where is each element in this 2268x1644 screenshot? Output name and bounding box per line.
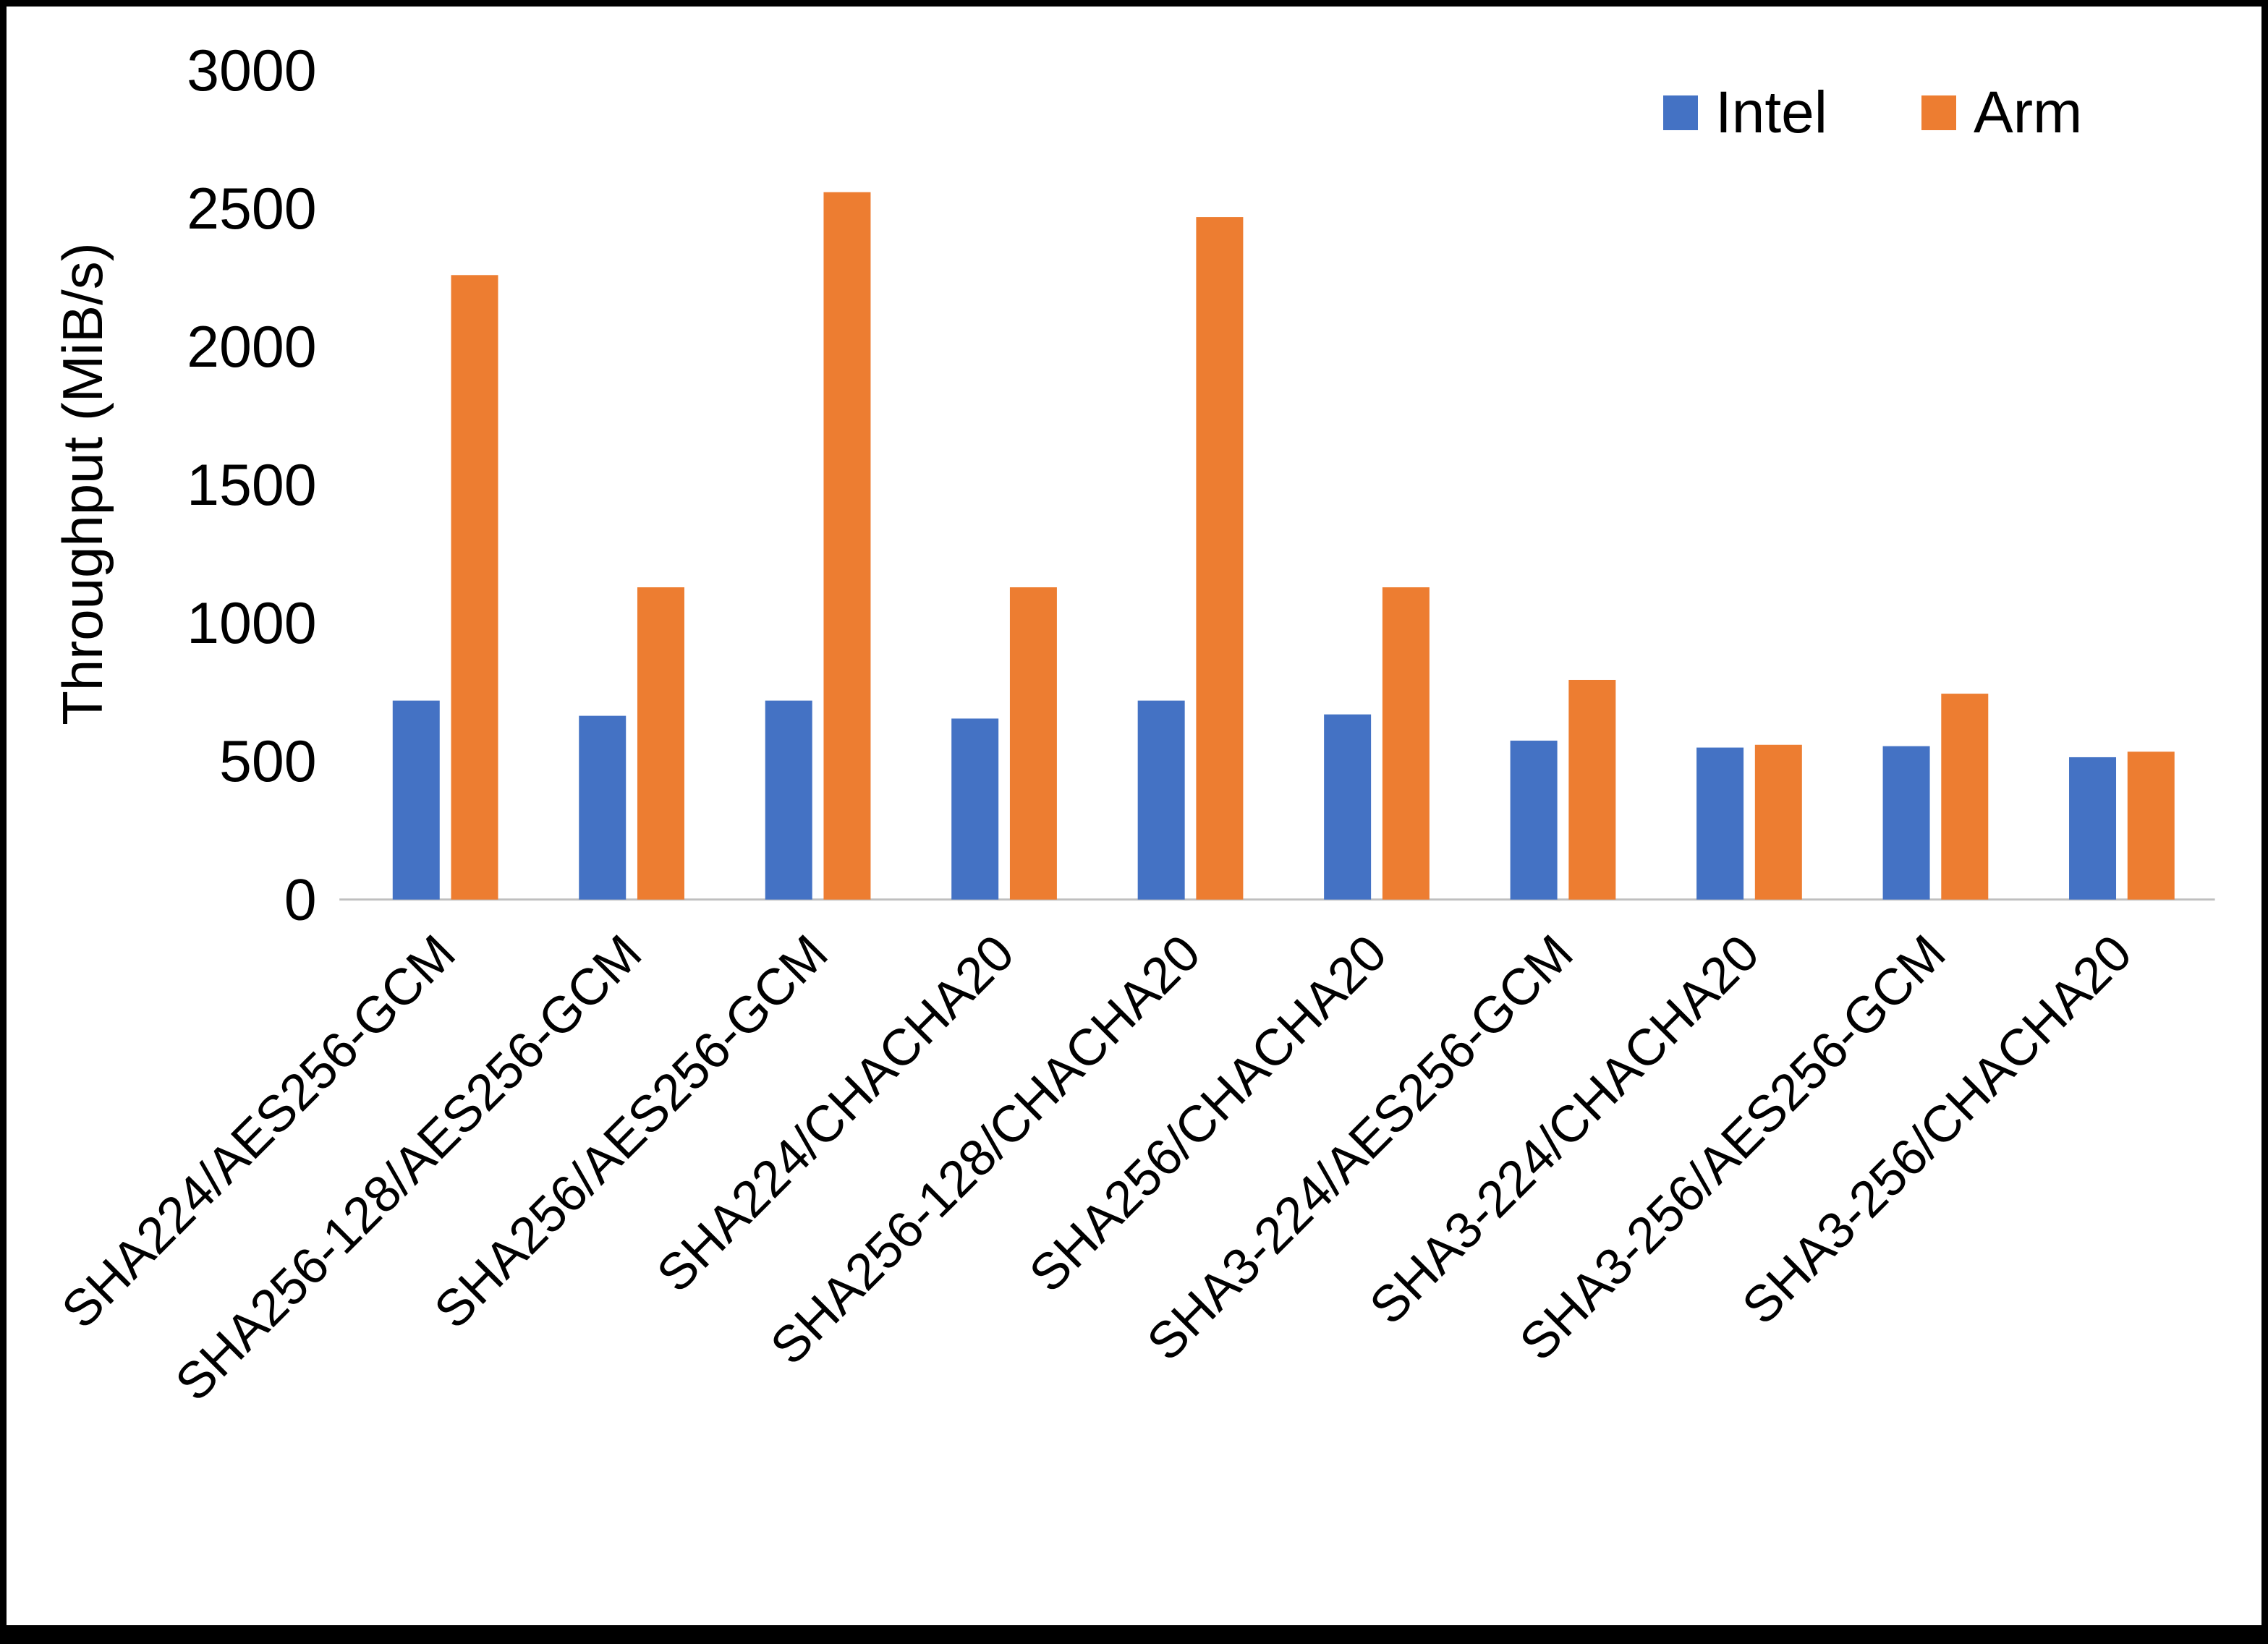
y-tick-label-2000: 2000 xyxy=(187,315,317,380)
bar-intel-1 xyxy=(579,715,627,900)
bar-arm-2 xyxy=(823,192,871,900)
bar-arm-3 xyxy=(1009,587,1057,900)
category-label-3: SHA224/CHACHA20 xyxy=(646,924,1025,1303)
bar-intel-0 xyxy=(392,700,440,900)
bar-arm-8 xyxy=(1941,694,1989,900)
chart-legend: Intel Arm xyxy=(1663,79,2082,147)
legend-swatch-intel xyxy=(1663,95,1698,130)
category-label-5: SHA256/CHACHA20 xyxy=(1019,924,1398,1303)
legend-swatch-arm xyxy=(1921,95,1956,130)
bar-arm-0 xyxy=(451,275,498,900)
y-tick-label-1000: 1000 xyxy=(187,591,317,656)
bar-intel-9 xyxy=(2069,757,2117,900)
y-tick-label-0: 0 xyxy=(284,867,317,932)
legend-item-arm: Arm xyxy=(1921,79,2082,147)
y-tick-label-2500: 2500 xyxy=(187,176,317,242)
y-tick-label-3000: 3000 xyxy=(187,38,317,103)
category-label-7: SHA3-224/CHACHA20 xyxy=(1359,924,1770,1335)
bar-arm-9 xyxy=(2127,751,2175,900)
bar-arm-6 xyxy=(1568,679,1616,900)
legend-label-arm: Arm xyxy=(1974,80,2083,145)
bar-arm-7 xyxy=(1754,744,1802,900)
bar-arm-1 xyxy=(637,587,684,900)
y-tick-label-1500: 1500 xyxy=(187,453,317,518)
bar-intel-3 xyxy=(951,718,999,900)
bar-intel-6 xyxy=(1510,741,1558,900)
category-label-9: SHA3-256/CHACHA20 xyxy=(1732,924,2143,1335)
plot-area: 050010001500200025003000SHA224/AES256-GC… xyxy=(51,38,2215,1412)
bar-intel-2 xyxy=(765,700,812,900)
bar-arm-4 xyxy=(1196,217,1244,900)
bar-intel-8 xyxy=(1882,746,1930,900)
bar-arm-5 xyxy=(1382,587,1430,900)
y-tick-label-500: 500 xyxy=(219,729,317,794)
bar-intel-7 xyxy=(1696,747,1744,900)
legend-label-intel: Intel xyxy=(1715,80,1827,145)
bar-intel-5 xyxy=(1324,714,1372,900)
bar-intel-4 xyxy=(1137,700,1185,900)
legend-item-intel: Intel xyxy=(1663,79,1827,147)
